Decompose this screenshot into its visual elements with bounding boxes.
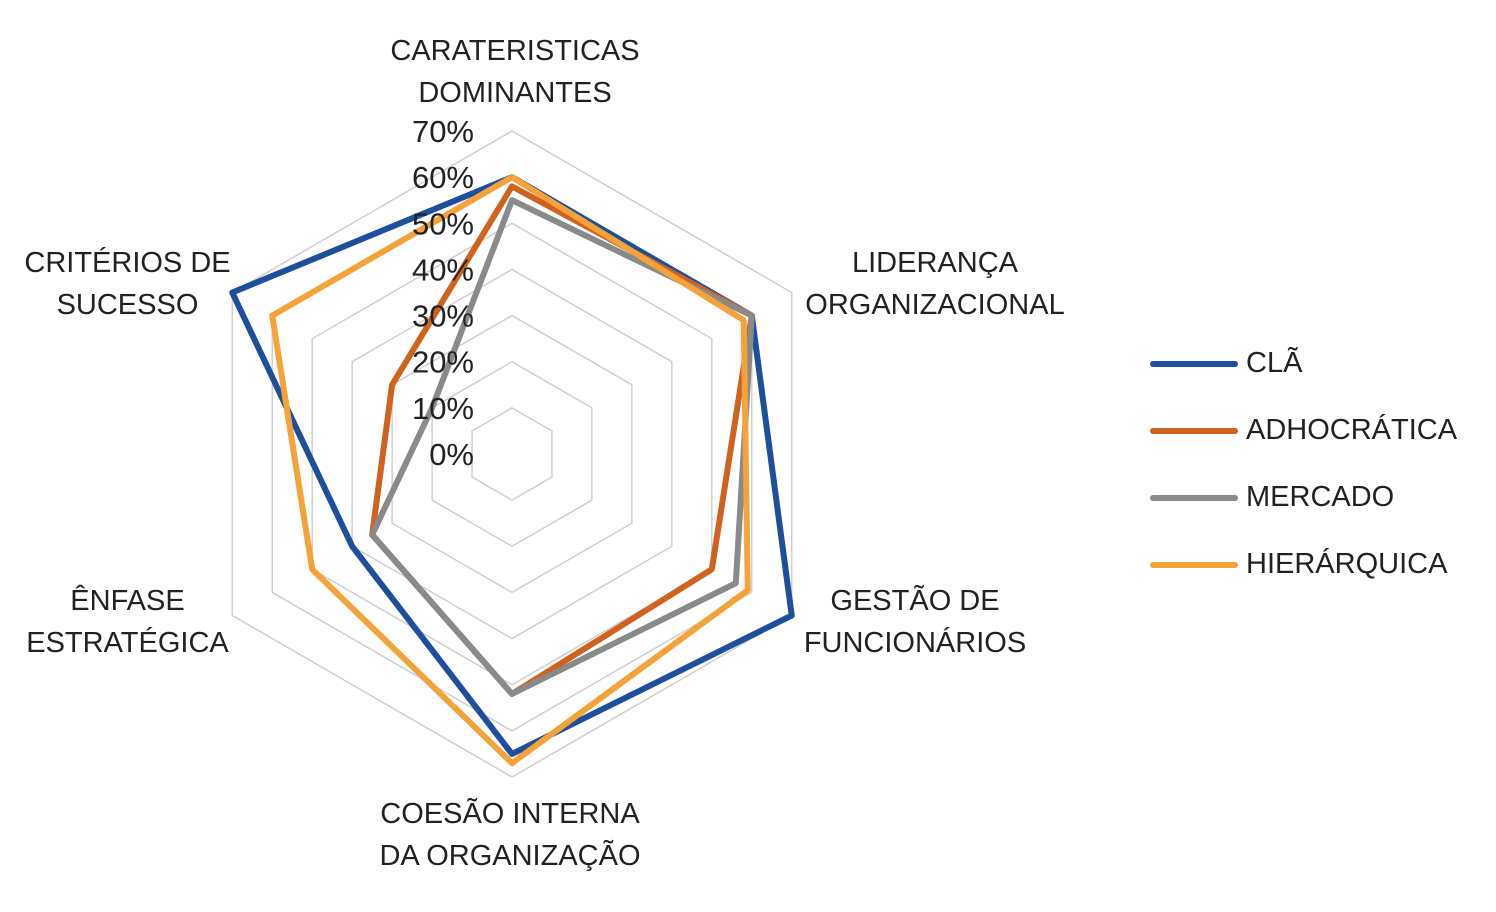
legend-swatch-adhocratica	[1150, 427, 1238, 434]
legend: CLÃ ADHOCRÁTICA MERCADO HIERÁRQUICA	[1150, 330, 1480, 598]
legend-label-mercado: MERCADO	[1246, 481, 1395, 513]
grid-ring-4	[351, 268, 673, 640]
legend-swatch-cla	[1150, 360, 1238, 367]
tick-label-6: 60%	[412, 160, 474, 195]
legend-item-mercado: MERCADO	[1150, 464, 1480, 531]
axis-label-caracteristicas-dominantes: CARATERISTICAS DOMINANTES	[390, 35, 640, 109]
tick-label-2: 20%	[412, 345, 474, 380]
tick-label-5: 50%	[412, 206, 474, 241]
tick-label-7: 70%	[412, 114, 474, 149]
tick-label-0: 0%	[429, 437, 474, 472]
series-line-3	[269, 174, 751, 767]
tick-label-4: 40%	[412, 252, 474, 287]
grid-ring-5	[311, 222, 713, 686]
legend-label-hierarquica: HIERÁRQUICA	[1246, 548, 1448, 580]
legend-item-cla: CLÃ	[1150, 330, 1480, 397]
axis-label-enfase-estrategica: ÊNFASE ESTRATÉGICA	[26, 585, 229, 659]
axis-label-gestao-de-funcionarios: GESTÃO DE FUNCIONÁRIOS	[803, 585, 1027, 659]
radar-series	[229, 174, 795, 767]
legend-item-hierarquica: HIERÁRQUICA	[1150, 531, 1480, 598]
legend-swatch-hierarquica	[1150, 561, 1238, 568]
legend-item-adhocratica: ADHOCRÁTICA	[1150, 397, 1480, 464]
axis-label-coesao-interna: COESÃO INTERNA DA ORGANIZAÇÃO	[379, 798, 641, 872]
grid-ring-7	[231, 130, 793, 778]
axis-label-criterios-de-sucesso: CRITÉRIOS DE SUCESSO	[24, 247, 231, 321]
legend-swatch-mercado	[1150, 494, 1238, 501]
series-line-0	[229, 174, 795, 757]
tick-label-1: 10%	[412, 391, 474, 426]
tick-label-3: 30%	[412, 299, 474, 334]
legend-label-adhocratica: ADHOCRÁTICA	[1246, 414, 1458, 446]
axis-label-lideranca-organizacional: LIDERANÇA ORGANIZACIONAL	[805, 247, 1065, 321]
series-line-2	[369, 197, 755, 697]
grid-ring-6	[271, 176, 753, 732]
radial-ticks: 0% 10% 20% 30% 40% 50% 60% 70%	[412, 114, 474, 472]
grid-ring-1	[471, 406, 553, 502]
radar-grid	[231, 130, 793, 778]
legend-label-cla: CLÃ	[1246, 347, 1303, 379]
